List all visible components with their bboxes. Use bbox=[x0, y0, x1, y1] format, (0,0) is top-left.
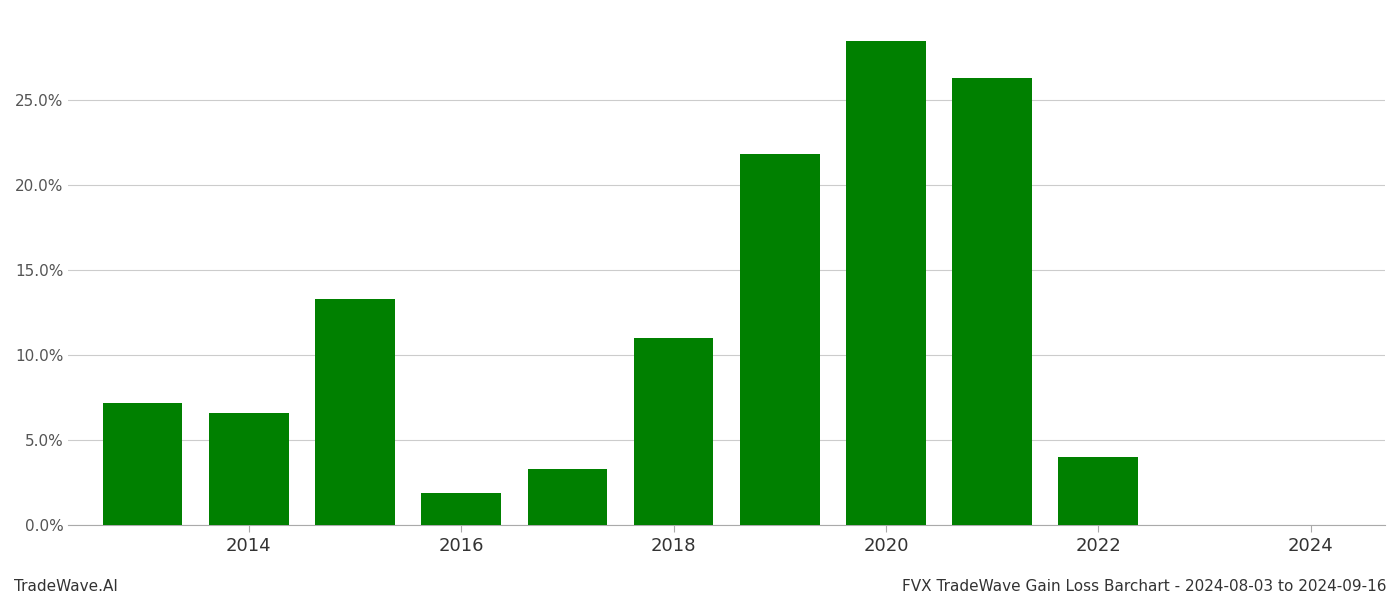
Bar bbox=[634, 338, 714, 525]
Bar bbox=[528, 469, 608, 525]
Bar bbox=[421, 493, 501, 525]
Bar bbox=[315, 299, 395, 525]
Text: TradeWave.AI: TradeWave.AI bbox=[14, 579, 118, 594]
Text: FVX TradeWave Gain Loss Barchart - 2024-08-03 to 2024-09-16: FVX TradeWave Gain Loss Barchart - 2024-… bbox=[902, 579, 1386, 594]
Bar bbox=[1058, 457, 1138, 525]
Bar bbox=[209, 413, 288, 525]
Bar bbox=[952, 78, 1032, 525]
Bar bbox=[739, 154, 819, 525]
Bar bbox=[102, 403, 182, 525]
Bar bbox=[846, 41, 925, 525]
